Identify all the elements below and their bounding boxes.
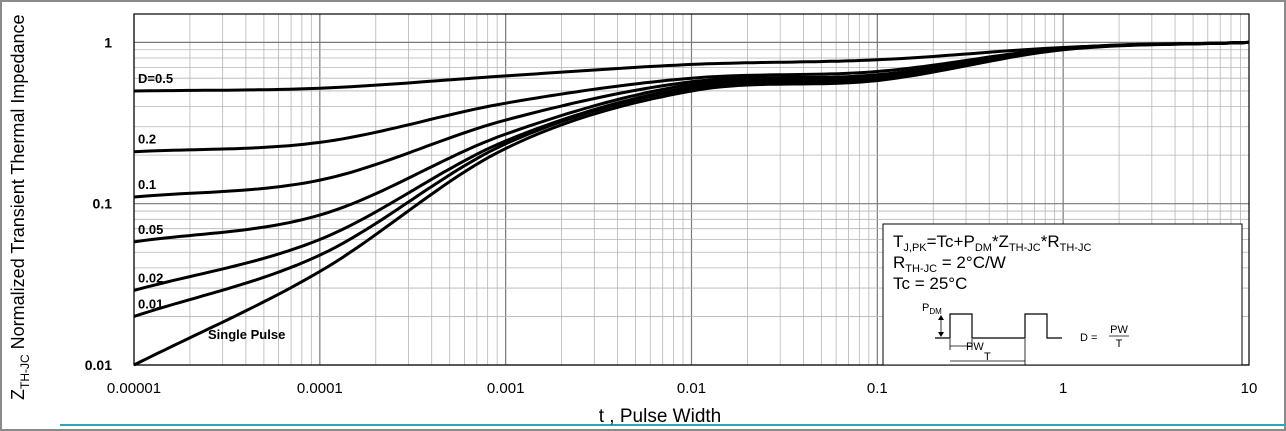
y-axis-title-rest: Normalized Transient Thermal Impedance [8, 15, 28, 355]
series-labels: D=0.5 0.2 0.1 0.05 0.02 0.01 Single Pulse [138, 71, 285, 342]
pw-label: PW [966, 341, 984, 353]
y-axis-title-z: Z [8, 389, 28, 400]
x-tick-label: 0.01 [677, 380, 706, 397]
series-label: D=0.5 [138, 71, 173, 86]
pulse-waveform [935, 313, 1062, 339]
pdm-label: PDM [922, 302, 942, 316]
duty-label: D = [1080, 332, 1097, 344]
x-tick-label: 0.00001 [107, 380, 161, 397]
x-tick-label: 10 [1241, 380, 1258, 397]
pulse-diagram: PDM PW T D = PW T [922, 302, 1129, 365]
duty-denominator: T [1116, 338, 1123, 350]
x-tick-label: 0.1 [867, 380, 888, 397]
y-axis-title-sub: TH-JC [18, 354, 32, 389]
series-label: 0.05 [138, 222, 163, 237]
y-tick-label: 1 [104, 34, 112, 50]
series-label: 0.01 [138, 296, 163, 311]
x-tick-label: 0.001 [487, 380, 525, 397]
curves [133, 40, 1250, 367]
y-axis-title: ZTH-JC Normalized Transient Thermal Impe… [8, 15, 32, 401]
series-label: Single Pulse [208, 327, 285, 342]
svg-text:ZTH-JC Normalized Transient Th: ZTH-JC Normalized Transient Thermal Impe… [8, 15, 32, 401]
y-tick-label: 0.01 [85, 357, 112, 373]
plot-border [133, 13, 1250, 366]
equation-tc: Tc = 25°C [893, 274, 967, 293]
t-label: T [984, 351, 991, 363]
pdm-arrow-head-top [938, 315, 944, 320]
y-tick-labels: 0.01 0.1 1 [85, 34, 112, 373]
series-label: 0.1 [138, 177, 156, 192]
pdm-arrow-head-bottom [938, 332, 944, 337]
equation-tj: TJ,PK=Tc+PDM*ZTH-JC*RTH-JC [893, 232, 1091, 254]
x-axis-title: t , Pulse Width [599, 406, 722, 427]
series-label: 0.2 [138, 132, 156, 147]
annotation-box-bg [882, 223, 1243, 366]
curve-series [133, 40, 1250, 367]
series-label: 0.02 [138, 270, 163, 285]
x-tick-label: 1 [1059, 380, 1067, 397]
y-tick-label: 0.1 [93, 196, 113, 212]
x-tick-label: 0.0001 [297, 380, 343, 397]
duty-numerator: PW [1110, 324, 1128, 336]
equation-rth: RTH-JC = 2°C/W [893, 253, 1006, 275]
bottom-accent-line [60, 424, 1286, 426]
x-tick-labels: 0.00001 0.0001 0.001 0.01 0.1 1 10 [107, 380, 1257, 397]
annotation-box: TJ,PK=Tc+PDM*ZTH-JC*RTH-JC RTH-JC = 2°C/… [882, 223, 1243, 366]
